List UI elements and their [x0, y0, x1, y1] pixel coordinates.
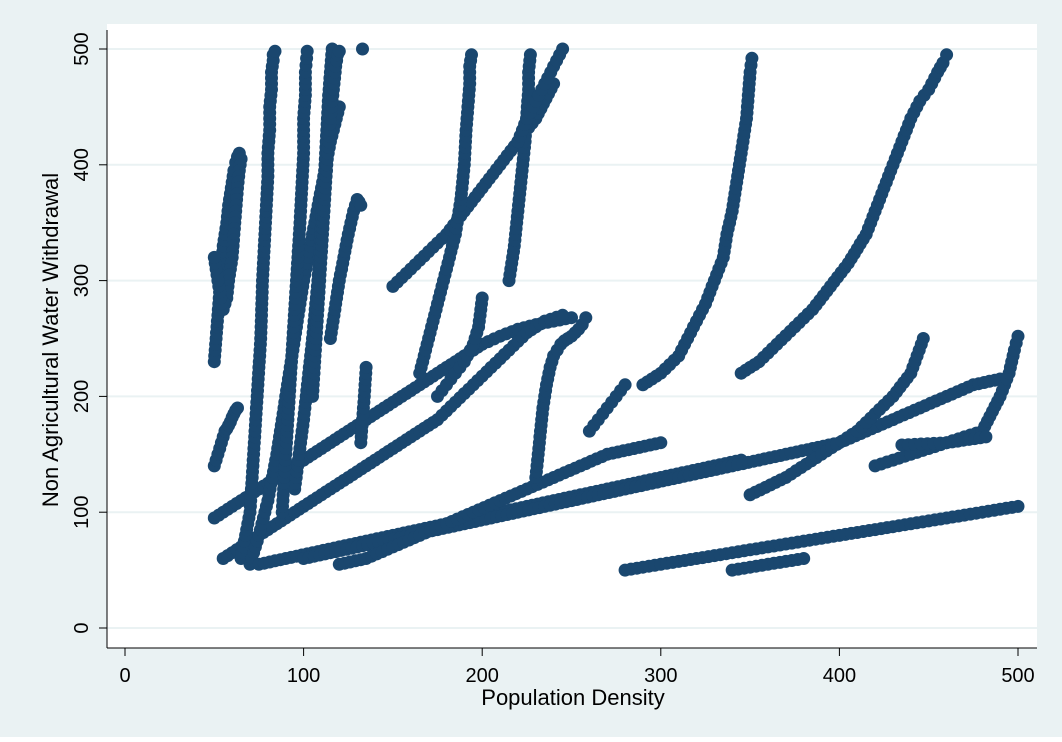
- y-tick-label: 100: [71, 496, 93, 529]
- point-group: [323, 193, 368, 345]
- x-tick-label: 0: [119, 665, 130, 687]
- data-point: [1011, 329, 1025, 343]
- data-point: [579, 311, 593, 325]
- data-point: [354, 198, 368, 212]
- data-point: [475, 291, 489, 305]
- y-tick-label: 400: [71, 148, 93, 181]
- data-point: [332, 44, 346, 58]
- x-axis-label: Population Density: [481, 685, 664, 710]
- data-point: [523, 48, 537, 62]
- point-group: [582, 378, 632, 438]
- data-point: [1011, 499, 1025, 513]
- point-group: [332, 436, 668, 571]
- point-group: [275, 44, 314, 519]
- y-tick-label: 300: [71, 264, 93, 297]
- point-group: [207, 401, 244, 473]
- data-point: [207, 250, 221, 264]
- point-group: [356, 42, 369, 56]
- point-group: [413, 48, 478, 380]
- point-group: [725, 552, 811, 577]
- x-tick-label: 500: [1001, 665, 1034, 687]
- data-point: [745, 51, 759, 65]
- point-group: [636, 51, 759, 392]
- point-group: [306, 44, 346, 403]
- data-point: [979, 430, 993, 444]
- data-point: [465, 48, 478, 62]
- point-group: [234, 44, 282, 565]
- y-axis-label: Non Agricultural Water Withdrawal: [38, 173, 63, 507]
- point-group: [734, 48, 954, 380]
- x-tick-label: 300: [644, 665, 677, 687]
- data-point: [231, 401, 244, 415]
- axes: [106, 30, 1037, 649]
- data-point: [359, 360, 373, 374]
- data-point: [654, 436, 668, 450]
- point-group: [511, 42, 570, 149]
- point-group: [354, 360, 373, 450]
- point-group: [502, 48, 537, 288]
- y-tick-label: 200: [71, 380, 93, 413]
- x-tick-label: 200: [466, 665, 499, 687]
- data-point: [618, 378, 632, 392]
- data-point: [556, 42, 570, 56]
- point-group: [618, 499, 1025, 577]
- point-group: [207, 146, 248, 369]
- x-tick-label: 100: [287, 665, 320, 687]
- data-points: [207, 42, 1025, 577]
- point-group: [431, 291, 489, 403]
- y-tick-label: 0: [71, 622, 93, 633]
- point-group: [743, 332, 930, 502]
- data-point: [356, 42, 369, 56]
- data-point: [300, 44, 314, 58]
- data-point: [556, 308, 570, 322]
- data-point: [916, 332, 930, 345]
- data-point: [268, 44, 282, 58]
- data-point: [940, 48, 954, 62]
- y-tick-label: 500: [71, 32, 93, 65]
- data-point: [797, 552, 811, 565]
- point-group: [895, 430, 993, 452]
- ticks: 0 100 200 300 400 500 0 100 200 300 400 500: [71, 32, 1035, 687]
- point-group: [529, 311, 593, 484]
- x-tick-label: 400: [823, 665, 856, 687]
